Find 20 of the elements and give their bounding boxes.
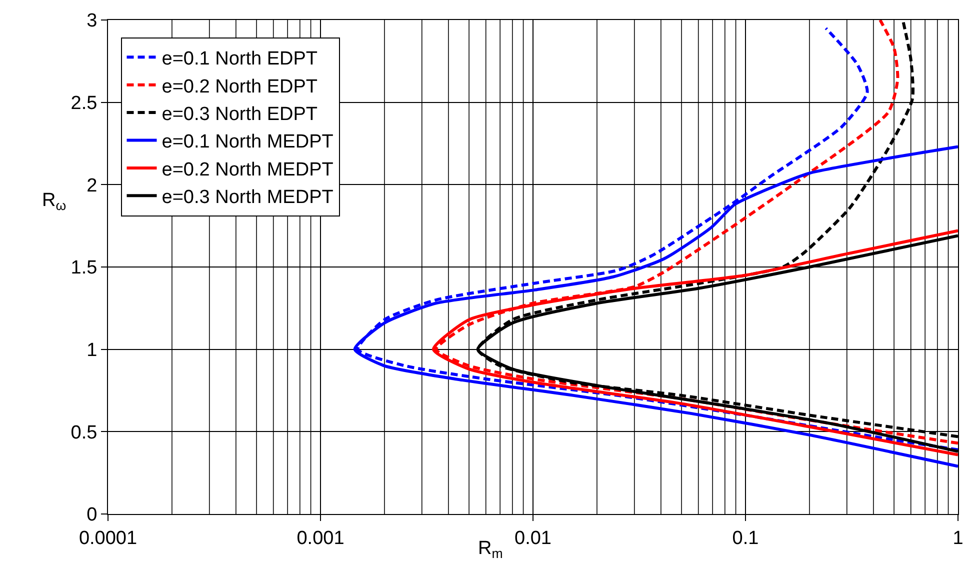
legend-label: e=0.1 North MEDPT <box>162 132 334 153</box>
y-tick-label: 2.5 <box>70 92 98 114</box>
y-tick-label: 0.5 <box>70 422 98 444</box>
y-tick-label: 0 <box>86 504 98 526</box>
y-tick-label: 1.5 <box>70 258 98 279</box>
x-tick-label: 0.001 <box>296 528 344 549</box>
x-tick-label: 0.01 <box>514 528 552 549</box>
legend-label: e=0.3 North MEDPT <box>162 187 334 208</box>
legend-label: e=0.1 North EDPT <box>162 48 318 70</box>
y-tick-label: 1 <box>86 340 98 361</box>
y-tick-label: 2 <box>86 175 98 196</box>
x-tick-label: 0.1 <box>732 528 759 549</box>
x-tick-label: 0.0001 <box>78 528 138 549</box>
legend-label: e=0.2 North EDPT <box>162 76 318 98</box>
legend-label: e=0.3 North EDPT <box>162 104 318 125</box>
y-tick-label: 3 <box>86 10 98 32</box>
x-axis-title: R$_{m}$ <box>478 538 503 561</box>
legend-label: e=0.2 North MEDPT <box>162 159 334 180</box>
x-tick-label: 1 <box>952 528 964 549</box>
y-axis-title: R$_{ω}$ <box>42 190 66 213</box>
